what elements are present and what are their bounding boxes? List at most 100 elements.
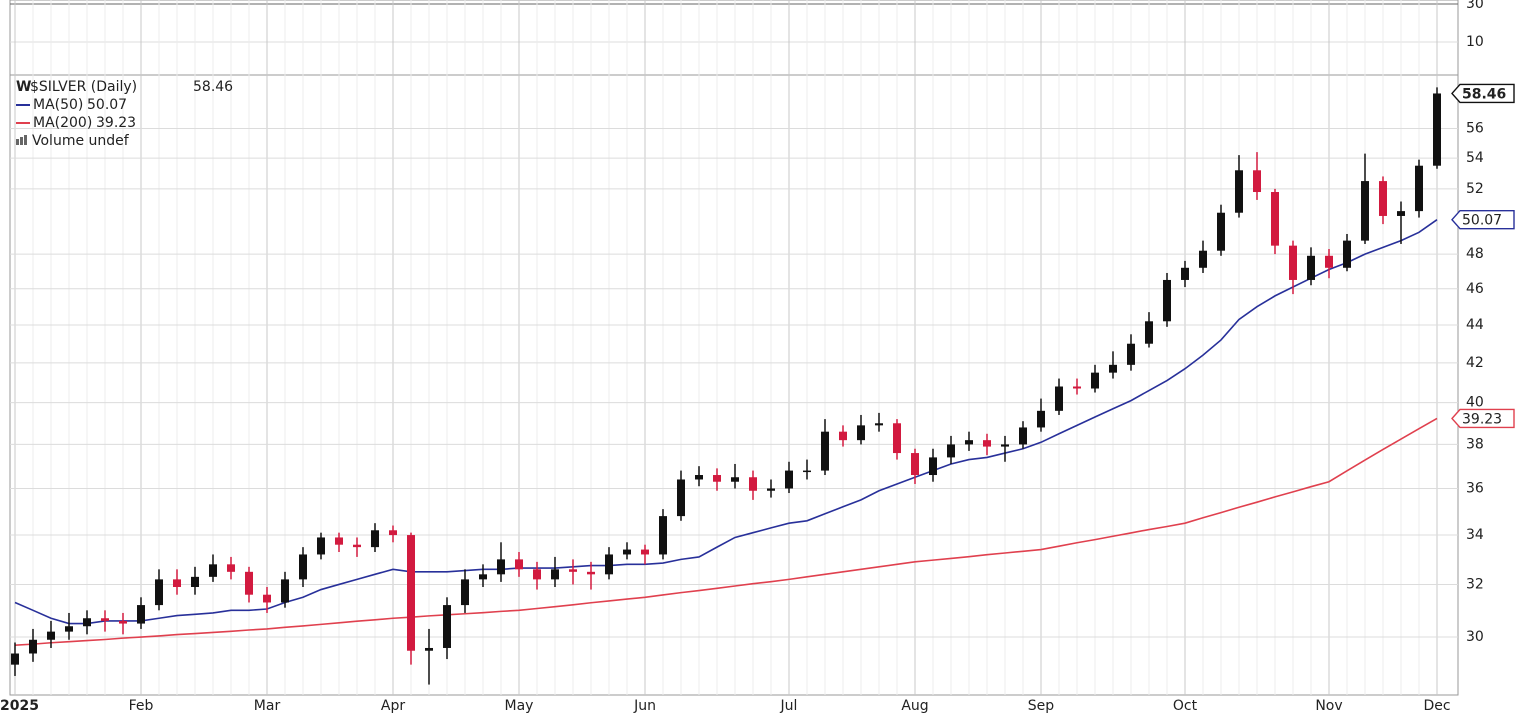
y-tick-label: 34 [1466,527,1484,543]
candle-body [1055,386,1063,411]
candle-body [335,537,343,545]
y-tick-label: 30 [1466,0,1484,12]
candle-body [785,470,793,489]
candle-body [893,423,901,454]
candle-body [641,549,649,555]
legend-name: MA(200) [33,115,92,131]
candle-body [227,564,235,572]
y-tick-label: 48 [1466,246,1484,262]
candle-body [731,477,739,482]
candle-body [479,574,487,580]
y-tick-label: 10 [1466,34,1484,50]
candle-body [1001,444,1009,447]
candle-body [947,444,955,458]
x-tick-label: Dec [1423,698,1450,714]
candle-body [533,569,541,580]
x-tick-label: Feb [129,698,154,714]
y-tick-label: 36 [1466,480,1484,496]
candle-body [695,475,703,480]
candle-body [353,544,361,548]
candle-body [1091,372,1099,389]
candle-body [623,549,631,555]
candle-body [1289,245,1297,280]
candle-body [965,440,973,445]
value-tag [1451,209,1515,230]
candle-body [443,605,451,648]
candle-body [929,457,937,476]
candle-body [1415,165,1423,212]
candle-body [1397,211,1405,216]
candle-body [983,440,991,447]
candle-body [1217,212,1225,251]
x-tick-label: Apr [381,698,405,714]
candle-body [749,477,757,491]
y-tick-label: 40 [1466,395,1484,411]
legend-icon: W [16,79,31,95]
candle-body [1325,255,1333,268]
y-tick-label: 38 [1466,436,1484,452]
candle-body [299,554,307,580]
candle-body [677,479,685,517]
candle-body [1181,267,1189,280]
candle-body [1343,240,1351,268]
candle-body [857,425,865,441]
candle-body [263,594,271,603]
legend-value: 58.46 [193,79,233,95]
candle-body [767,488,775,491]
y-tick-label: 42 [1466,355,1484,371]
y-tick-label: 54 [1466,150,1484,166]
candle-body [713,475,721,482]
candle-body [371,530,379,548]
plot-area [9,74,1459,696]
legend-volume: Volume undef [32,133,130,149]
candle-body [1307,255,1315,280]
candle-body [803,470,811,473]
candle-body [245,571,253,595]
candle-body [425,647,433,651]
y-tick-label: 44 [1466,317,1484,333]
candle-body [1127,343,1135,365]
candle-body [1073,386,1081,389]
candle-body [101,618,109,621]
x-tick-label: May [505,698,534,714]
candle-body [119,620,127,624]
candle-body [1037,410,1045,428]
candle-body [29,639,37,654]
legend-title: $SILVER (Daily) [30,79,137,95]
y-tick-label: 46 [1466,281,1484,297]
candle-body [461,579,469,606]
y-tick-label: 52 [1466,181,1484,197]
candle-body [65,626,73,632]
ma-line [14,417,1438,647]
legend-volume-icon [20,137,23,145]
candle-body [1235,170,1243,213]
value-tag [1451,408,1515,429]
candle-body [281,579,289,603]
candle-body [1019,427,1027,445]
candle-body [1109,364,1117,373]
candle-body [569,569,577,572]
candle-body [839,431,847,441]
value-tag-label: 39.23 [1462,411,1502,427]
value-tag-label: 58.46 [1462,86,1506,102]
candle-body [155,579,163,606]
candle-body [1145,321,1153,344]
candle-body [587,571,595,575]
legend-volume-icon [24,135,27,145]
candle-body [659,516,667,555]
candle-body [47,631,55,640]
legend-volume-icon [16,139,19,145]
candle-body [83,618,91,627]
x-tick-label: Jul [780,698,798,714]
candle-body [389,530,397,536]
candle-body [191,576,199,588]
candle-body [911,453,919,476]
legend-value: 50.07 [87,97,127,113]
candle-body [515,559,523,570]
x-tick-label: Nov [1315,698,1342,714]
y-tick-label: 56 [1466,120,1484,136]
candle-body [821,431,829,471]
candle-body [1199,250,1207,268]
candle-body [1361,181,1369,241]
